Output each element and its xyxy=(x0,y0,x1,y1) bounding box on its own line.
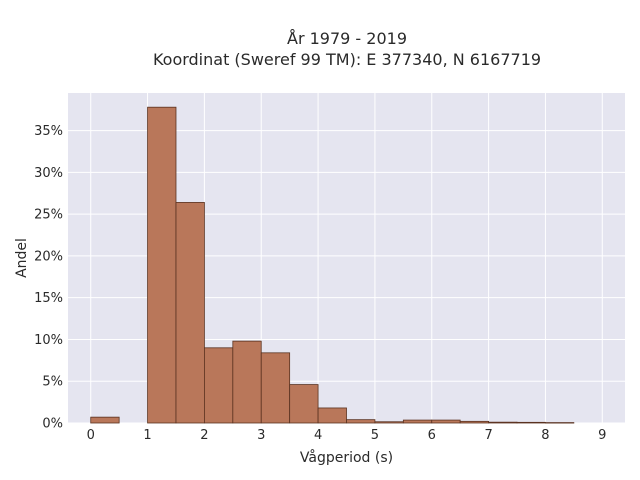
histogram-bar xyxy=(90,416,120,424)
histogram-bar xyxy=(516,421,546,424)
y-axis-title: Andel xyxy=(14,238,30,278)
x-axis-title: Vågperiod (s) xyxy=(300,449,393,466)
x-tick-label: 1 xyxy=(143,428,151,443)
x-tick-label: 9 xyxy=(598,428,606,443)
x-tick-label: 3 xyxy=(257,428,265,443)
histogram-bar xyxy=(374,421,404,424)
histogram-bar xyxy=(545,422,575,424)
histogram-bar xyxy=(317,407,347,424)
y-tick-label: 0% xyxy=(42,417,63,432)
histogram-bar xyxy=(204,347,234,424)
x-tick-label: 5 xyxy=(371,428,379,443)
histogram-bar xyxy=(289,384,319,424)
y-tick-label: 15% xyxy=(34,291,63,306)
histogram-bar xyxy=(488,421,518,424)
bars xyxy=(90,106,575,424)
histogram-bar xyxy=(431,419,461,424)
x-tick-labels: 0 1 2 3 4 5 6 7 8 9 xyxy=(87,428,607,443)
y-tick-label: 20% xyxy=(34,249,63,264)
chart-title: År 1979 - 2019 xyxy=(287,29,407,48)
histogram-bar xyxy=(402,419,433,424)
x-tick-label: 2 xyxy=(200,428,208,443)
histogram-bar xyxy=(175,202,205,424)
histogram-bar xyxy=(459,420,489,424)
x-tick-label: 8 xyxy=(541,428,549,443)
histogram-bar xyxy=(346,419,376,424)
x-tick-label: 0 xyxy=(87,428,95,443)
y-tick-label: 5% xyxy=(42,375,63,390)
x-tick-label: 7 xyxy=(484,428,492,443)
y-tick-label: 35% xyxy=(34,124,63,139)
chart-subtitle: Koordinat (Sweref 99 TM): E 377340, N 61… xyxy=(152,50,542,69)
histogram-bar xyxy=(260,352,291,424)
chart-title-block: År 1979 - 2019 Koordinat (Sweref 99 TM):… xyxy=(0,28,640,70)
x-tick-label: 4 xyxy=(314,428,322,443)
histogram-bar xyxy=(232,340,262,424)
histogram-bar xyxy=(147,106,177,424)
y-tick-label: 25% xyxy=(34,208,63,223)
x-tick-label: 6 xyxy=(428,428,436,443)
y-tick-label: 30% xyxy=(34,166,63,181)
y-tick-label: 10% xyxy=(34,333,63,348)
y-tick-labels: 0% 5% 10% 15% 20% 25% 30% 35% xyxy=(34,124,63,431)
